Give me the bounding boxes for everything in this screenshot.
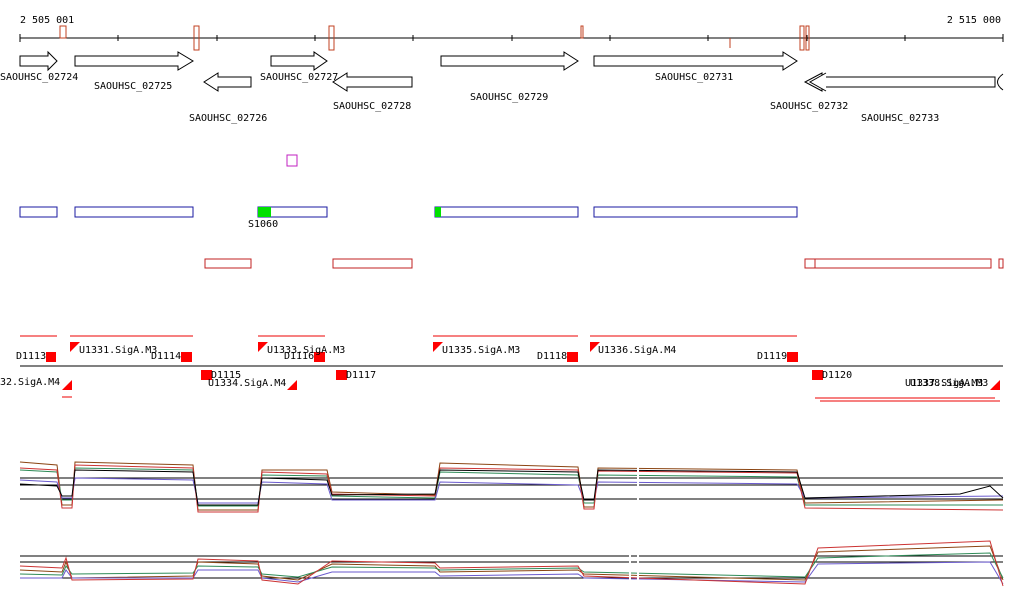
region (804, 258, 992, 269)
feature-label: D1115 (211, 370, 241, 381)
gene-label: SAOUHSC_02732 (770, 101, 848, 112)
feature-label: U1335.SigA.M3 (442, 345, 520, 356)
gene-label: SAOUHSC_02731 (655, 72, 733, 83)
feature-label: U1334.SigA.M4 (208, 378, 286, 389)
feature-label: D1120 (822, 370, 852, 381)
gene-label: SAOUHSC_02729 (470, 92, 548, 103)
feature-label: U1331.SigA.M3 (79, 345, 157, 356)
feature-label: D1114 (151, 351, 181, 362)
gene-arrow (440, 51, 579, 71)
feature-label: D1119 (757, 351, 787, 362)
gene-label: SAOUHSC_02728 (333, 101, 411, 112)
feature-label: D1116 (284, 351, 314, 362)
segment-highlight (258, 207, 271, 217)
gene-label: SAOUHSC_02733 (861, 113, 939, 124)
segment (19, 206, 58, 218)
gene-arrow (803, 72, 996, 92)
marker-box (286, 154, 298, 167)
gene-arrow (808, 72, 827, 92)
gene-arrow (332, 72, 413, 92)
region (998, 258, 1004, 269)
feature-label: D1118 (537, 351, 567, 362)
gene-arrow (593, 51, 798, 71)
feature-lines (20, 335, 1000, 402)
gene-arrow (19, 50, 58, 72)
feature-label: D1113 (16, 351, 46, 362)
axis-start: 2 505 001 (20, 15, 74, 26)
segment-highlight (435, 207, 441, 217)
region (332, 258, 413, 269)
feature-label: 32.SigA.M4 (0, 377, 60, 388)
gene-label: SAOUHSC_02727 (260, 72, 338, 83)
gene-label: SAOUHSC_02725 (94, 81, 172, 92)
segment-label: S1060 (248, 219, 278, 230)
gene-arrow (270, 51, 328, 71)
segment (593, 206, 798, 218)
feature-label: U1337.SigA.M3 (905, 378, 983, 389)
region (204, 258, 252, 269)
feature-blocks (46, 342, 1000, 390)
gene-arrow (74, 51, 194, 71)
expression-track (19, 448, 1004, 590)
axis-end: 2 515 000 (947, 15, 1001, 26)
gene-label: SAOUHSC_02724 (0, 72, 78, 83)
feature-label: U1333.SigA.M3 (267, 345, 345, 356)
feature-label: U1338.SigA.M3 (910, 378, 988, 389)
axis-markers (59, 25, 810, 51)
gene-arrow (203, 72, 252, 92)
axis-ticks (19, 34, 1004, 42)
feature-label: U1336.SigA.M4 (598, 345, 676, 356)
segment (434, 206, 579, 218)
feature-label: D1117 (346, 370, 376, 381)
segment (74, 206, 194, 218)
gene-arrow (997, 73, 1004, 91)
gene-label: SAOUHSC_02726 (189, 113, 267, 124)
